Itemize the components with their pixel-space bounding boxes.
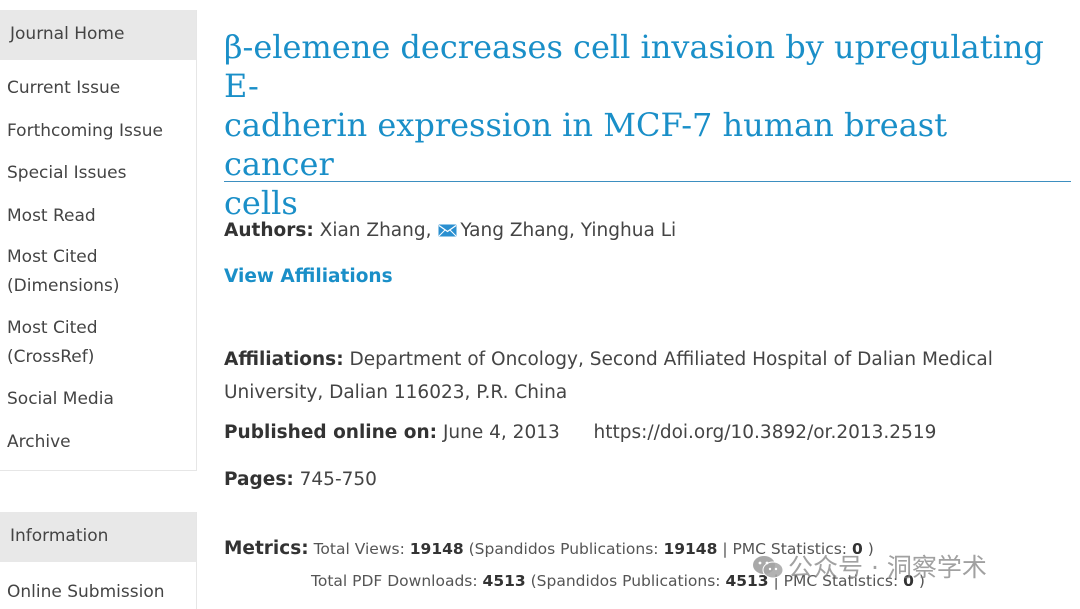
sidebar-item-current-issue[interactable]: Current Issue <box>7 78 121 98</box>
author-names: Yang Zhang, Yinghua Li <box>460 220 677 241</box>
sidebar-item-forthcoming-issue[interactable]: Forthcoming Issue <box>7 121 163 141</box>
view-affiliations-link[interactable]: View Affiliations <box>224 266 393 287</box>
published-date: June 4, 2013 <box>442 422 560 443</box>
sidebar-item-most-cited-crossref[interactable]: Most Cited (CrossRef) <box>7 314 98 372</box>
downloads-pmc-label[interactable]: | PMC Statistics: <box>773 572 899 590</box>
information-header: Information <box>0 512 196 562</box>
sidebar-item-special-issues[interactable]: Special Issues <box>7 163 127 183</box>
sidebar-item-label-secondary: (Dimensions) <box>7 276 120 296</box>
affiliations-label: Affiliations: <box>224 349 344 370</box>
journal-home-link[interactable]: Journal Home <box>0 10 196 60</box>
information-nav: Information Online Submission <box>0 512 197 609</box>
published-label: Published online on: <box>224 422 438 443</box>
affiliations-text: Department of Oncology, Second Affiliate… <box>349 349 993 370</box>
pages-line: Pages: 745-750 <box>224 469 377 490</box>
views-total: 19148 <box>409 540 464 558</box>
sidebar: Journal Home Current Issue Forthcoming I… <box>0 0 198 609</box>
article-title-line: β-elemene decreases cell invasion by upr… <box>224 28 1044 105</box>
downloads-total: 4513 <box>482 572 526 590</box>
article-title-line: cells <box>224 184 298 222</box>
downloads-label: Total PDF Downloads: <box>311 572 478 590</box>
watermark: 公众号 · 洞察学术 <box>752 548 987 584</box>
authors-label: Authors: <box>224 220 314 241</box>
pages-label: Pages: <box>224 469 294 490</box>
sidebar-item-online-submission[interactable]: Online Submission <box>7 582 165 602</box>
close-paren: ) <box>918 572 925 590</box>
sidebar-item-archive[interactable]: Archive <box>7 432 71 452</box>
sidebar-item-most-read[interactable]: Most Read <box>7 206 96 226</box>
views-pmc: 0 <box>851 540 863 558</box>
views-spandidos-label: (Spandidos Publications: <box>468 540 659 558</box>
views-spandidos: 19148 <box>663 540 718 558</box>
sidebar-item-label: Most Cited <box>7 247 98 267</box>
wechat-icon <box>753 556 784 579</box>
pages-value: 745-750 <box>299 469 377 490</box>
downloads-pmc: 0 <box>903 572 914 590</box>
metrics-label: Metrics: <box>224 538 309 559</box>
affiliations: Affiliations: Department of Oncology, Se… <box>224 343 993 409</box>
sidebar-item-label-secondary: (CrossRef) <box>7 347 95 367</box>
views-label: Total Views: <box>313 540 405 558</box>
envelope-icon[interactable] <box>438 224 457 237</box>
title-divider <box>224 181 1071 182</box>
article-title-line: cadherin expression in MCF-7 human breas… <box>224 106 948 183</box>
close-paren: ) <box>867 540 874 558</box>
article-main: β-elemene decreases cell invasion by upr… <box>224 0 1074 609</box>
journal-nav: Journal Home Current Issue Forthcoming I… <box>0 10 197 471</box>
affiliations-text-continued: University, Dalian 116023, P.R. China <box>224 382 568 403</box>
metrics-downloads-line: Total PDF Downloads: 4513 (Spandidos Pub… <box>311 572 925 590</box>
author-name: Xian Zhang, <box>319 220 432 241</box>
downloads-spandidos: 4513 <box>725 572 769 590</box>
views-pmc-label[interactable]: | PMC Statistics: <box>722 540 848 558</box>
authors-line: Authors: Xian Zhang, Yang Zhang, Yinghua… <box>224 220 676 241</box>
downloads-spandidos-label: (Spandidos Publications: <box>530 572 721 590</box>
watermark-text: 公众号 · 洞察学术 <box>788 553 987 582</box>
doi-link[interactable]: https://doi.org/10.3892/or.2013.2519 <box>593 422 937 443</box>
sidebar-item-label: Most Cited <box>7 318 98 338</box>
sidebar-item-social-media[interactable]: Social Media <box>7 389 114 409</box>
published-line: Published online on: June 4, 2013 https:… <box>224 422 936 443</box>
metrics-views-line: Metrics: Total Views: 19148 (Spandidos P… <box>224 538 874 559</box>
article-title: β-elemene decreases cell invasion by upr… <box>224 28 1064 223</box>
sidebar-item-most-cited-dimensions[interactable]: Most Cited (Dimensions) <box>7 243 119 301</box>
